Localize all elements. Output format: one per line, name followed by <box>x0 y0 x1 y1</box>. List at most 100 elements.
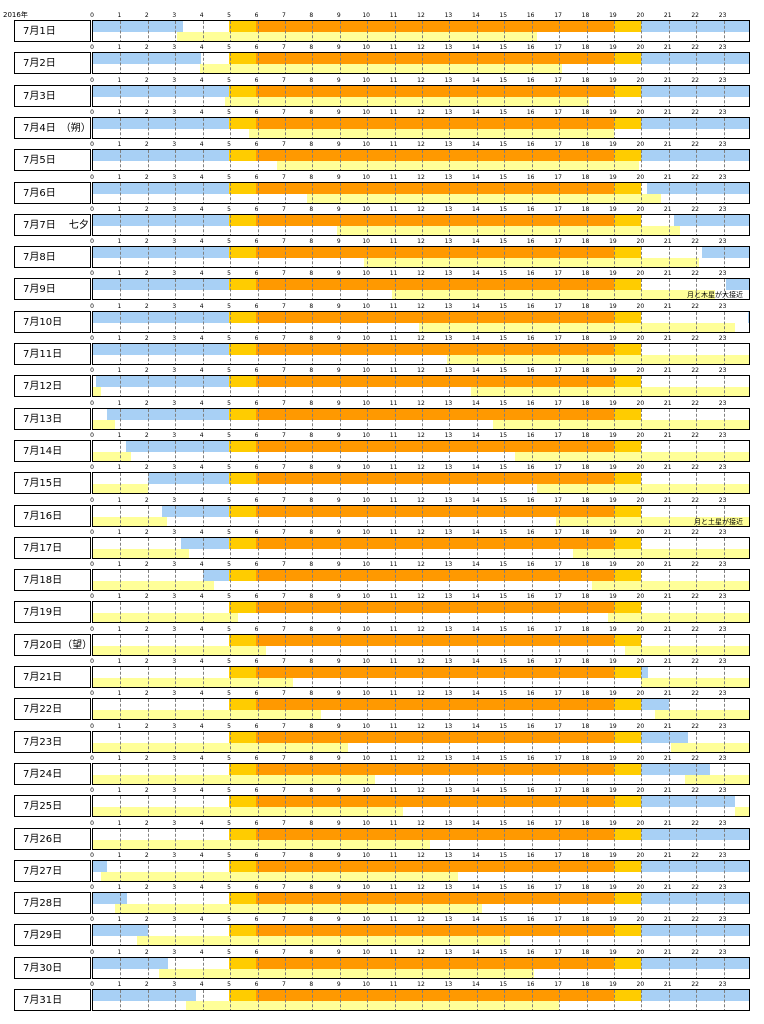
hour-tick-label: 4 <box>199 431 204 439</box>
twilight-bar-morning <box>228 117 257 129</box>
hour-tick-label: 16 <box>526 431 535 439</box>
hour-gridline <box>476 473 478 494</box>
hour-tick-label: 2 <box>144 335 149 342</box>
hour-gridline <box>257 699 259 720</box>
twilight-bar-morning <box>228 893 257 905</box>
hour-gridline <box>147 21 149 41</box>
hour-tick-label: 5 <box>227 141 231 149</box>
hour-gridline <box>422 85 423 106</box>
hour-gridline <box>284 182 286 203</box>
hour-gridline <box>668 214 670 235</box>
date-label: 7月3日 <box>23 90 56 102</box>
hour-tick-label: 11 <box>389 754 398 762</box>
hour-gridline <box>422 731 423 752</box>
hour-tick-label: 6 <box>254 173 259 181</box>
hour-gridline <box>586 311 588 332</box>
hour-tick-label: 20 <box>636 528 645 536</box>
hour-gridline <box>394 117 396 138</box>
hour-tick-label: 18 <box>581 464 590 472</box>
hour-tick-label: 15 <box>499 44 508 52</box>
hour-tick-label: 16 <box>526 593 535 601</box>
date-cell: 7月5日 <box>14 149 91 172</box>
hour-tick-label: 7 <box>281 528 286 536</box>
hour-gridline <box>531 634 533 655</box>
hour-gridline <box>723 247 725 268</box>
hour-tick-label: 5 <box>227 787 231 795</box>
daylight-bar <box>256 602 614 614</box>
hour-gridline <box>230 828 232 849</box>
hour-gridline <box>559 570 561 591</box>
hour-tick-label: 0 <box>90 561 94 569</box>
hour-gridline <box>367 763 369 784</box>
hour-gridline <box>284 860 286 881</box>
hour-gridline <box>367 667 369 687</box>
hour-tick-label: 13 <box>444 367 453 375</box>
hour-tick-label: 5 <box>227 44 231 52</box>
hour-gridline <box>422 990 423 1010</box>
hour-tick-label: 23 <box>718 238 727 246</box>
hour-tick-label: 2 <box>144 658 149 665</box>
moon-visible-bar <box>685 774 749 784</box>
hour-tick-label: 18 <box>581 528 590 536</box>
hour-tick-label: 20 <box>636 593 645 601</box>
hour-gridline <box>723 860 725 881</box>
hour-gridline <box>422 570 423 591</box>
hour-gridline <box>476 505 478 526</box>
hour-gridline <box>339 440 341 461</box>
hour-tick-label: 18 <box>581 367 590 375</box>
hour-gridline <box>339 860 341 881</box>
hour-tick-label: 9 <box>336 496 341 504</box>
hour-gridline <box>202 570 204 591</box>
hour-tick-label: 14 <box>472 270 480 278</box>
hour-gridline <box>613 570 615 591</box>
hour-tick-label: 22 <box>691 238 699 246</box>
hour-tick-label: 22 <box>691 851 699 859</box>
hour-gridline <box>202 925 204 946</box>
twilight-bar-morning <box>228 828 257 840</box>
hour-tick-label: 22 <box>691 690 699 698</box>
hour-gridline <box>394 214 396 235</box>
hour-tick-label: 23 <box>718 754 727 762</box>
hour-gridline <box>723 214 725 235</box>
hour-tick-label: 9 <box>336 270 341 278</box>
hour-gridline <box>531 473 533 494</box>
day-row: 7月3日 0 1 2 3 4 5 6 7 8 9 10 11 12 13 14 15 16 17 18 19 20 21 22… <box>14 77 750 107</box>
timeline-track <box>92 20 750 42</box>
hour-gridline <box>449 376 451 397</box>
hour-tick-label: 16 <box>526 496 535 504</box>
day-row: 7月7日 七夕 0 1 2 3 4 5 6 7 8 9 10 11 12 13 14 15 16 17 18 19 20 2… <box>14 206 750 236</box>
hour-tick-label: 1 <box>117 819 122 827</box>
hour-tick-label: 19 <box>609 593 617 601</box>
hour-tick-label: 3 <box>172 108 177 116</box>
hour-gridline <box>449 570 451 591</box>
hour-tick-label: 9 <box>336 464 341 472</box>
date-label: 7月10日 <box>23 316 63 328</box>
hour-tick-label: 19 <box>609 108 617 116</box>
hour-gridline <box>257 957 259 978</box>
hour-gridline <box>394 893 396 914</box>
hour-gridline <box>476 731 478 752</box>
date-label: 7月21日 <box>23 672 63 683</box>
daylight-bar <box>256 473 614 485</box>
hour-tick-label: 4 <box>199 884 204 892</box>
hour-gridline <box>641 796 643 817</box>
hour-gridline <box>284 925 286 946</box>
hour-tick-label: 17 <box>554 302 562 310</box>
daylight-bar <box>256 440 614 452</box>
hour-gridline <box>696 53 698 74</box>
hour-gridline <box>613 634 615 655</box>
hour-gridline <box>202 957 204 978</box>
hour-gridline <box>586 537 588 558</box>
hour-gridline <box>696 150 698 171</box>
hour-gridline <box>230 150 232 171</box>
hour-tick-label: 6 <box>254 819 259 827</box>
night-bar-evening <box>641 893 749 905</box>
hour-gridline <box>559 990 561 1010</box>
hour-tick-label: 10 <box>362 561 370 569</box>
night-bar-evening <box>641 85 749 97</box>
hour-gridline <box>257 85 259 106</box>
hour-tick-label: 3 <box>172 754 177 762</box>
hour-tick-label: 10 <box>362 108 370 116</box>
hour-gridline <box>257 925 259 946</box>
hour-gridline <box>531 537 533 558</box>
